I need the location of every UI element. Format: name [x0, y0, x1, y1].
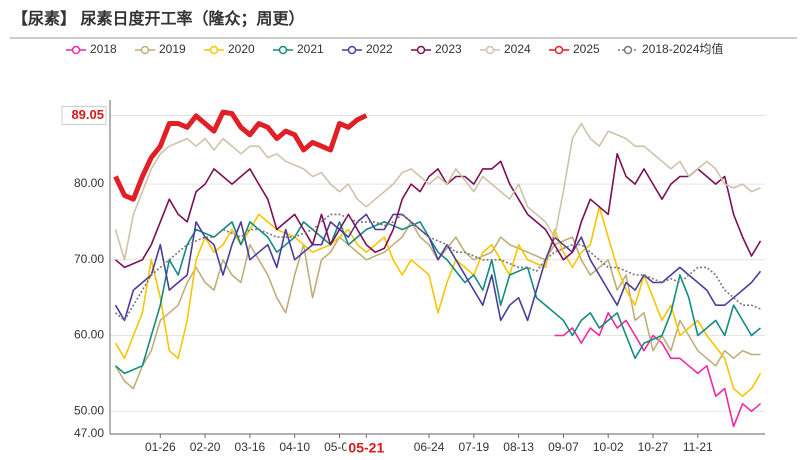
series-line: [114, 122, 761, 261]
legend-marker: [416, 45, 426, 55]
legend-item: 2018-2024均值: [618, 41, 723, 56]
x-tick-label: 07-19: [458, 440, 489, 454]
legend-marker: [554, 45, 564, 55]
legend-marker: [347, 45, 357, 55]
series-line: [114, 221, 761, 390]
y-tick-label: 70.00: [74, 252, 104, 266]
legend-item: 2023: [411, 42, 462, 56]
legend-item: 2025: [549, 42, 600, 56]
series-line: [114, 213, 761, 322]
series-line: [114, 206, 762, 397]
series-line: [114, 221, 762, 375]
x-tick-label: 09-07: [548, 440, 579, 454]
x-tick-label: 06-24: [414, 440, 445, 454]
y-tick-label: 60.00: [74, 328, 104, 342]
legend-label: 2020: [228, 42, 255, 56]
x-tick-highlight-box: [346, 439, 387, 459]
x-tick-label: 03-16: [235, 440, 266, 454]
x-tick-label: 01-26: [145, 440, 176, 454]
x-tick-label: 10-27: [638, 440, 669, 454]
legend-label: 2025: [573, 42, 600, 56]
legend-item: 2022: [342, 42, 393, 56]
legend-marker: [278, 45, 288, 55]
y-tick-label: 50.00: [74, 403, 104, 417]
legend-label: 2018-2024均值: [642, 41, 723, 56]
legend-label: 2022: [366, 42, 393, 56]
x-tick-label: 10-02: [593, 440, 624, 454]
legend-label: 2019: [159, 42, 186, 56]
legend-item: 2024: [480, 42, 531, 56]
legend-marker: [140, 45, 150, 55]
legend-label: 2021: [297, 42, 324, 56]
legend-item: 2019: [135, 42, 186, 56]
y-tick-label: 47.00: [74, 426, 104, 440]
x-tick-label: 11-21: [683, 440, 713, 454]
x-tick-label: 08-13: [503, 440, 534, 454]
y-tick-label: 80.00: [74, 176, 104, 190]
x-tick-label: 04-10: [279, 440, 310, 454]
series-line: [554, 312, 762, 428]
legend-label: 2023: [435, 42, 462, 56]
x-tick-label: 05-21: [348, 440, 384, 456]
legend-item: 2018: [66, 42, 117, 56]
series-line: [114, 153, 762, 269]
y-tick-highlight-box: [61, 106, 107, 126]
series-line: [114, 213, 762, 322]
chart-title: 【尿素】 尿素日度开工率（隆众；周更）: [12, 9, 304, 28]
legend-item: 2021: [273, 42, 324, 56]
legend-item: 2020: [204, 42, 255, 56]
legend-marker: [485, 45, 495, 55]
legend-label: 2018: [90, 42, 117, 56]
x-tick-label: 02-20: [190, 440, 221, 454]
series-line: [113, 109, 368, 202]
legend-marker: [71, 45, 81, 55]
legend-marker: [209, 45, 219, 55]
legend-marker: [623, 45, 633, 55]
y-tick-label: 89.05: [71, 107, 104, 122]
legend-label: 2024: [504, 42, 531, 56]
